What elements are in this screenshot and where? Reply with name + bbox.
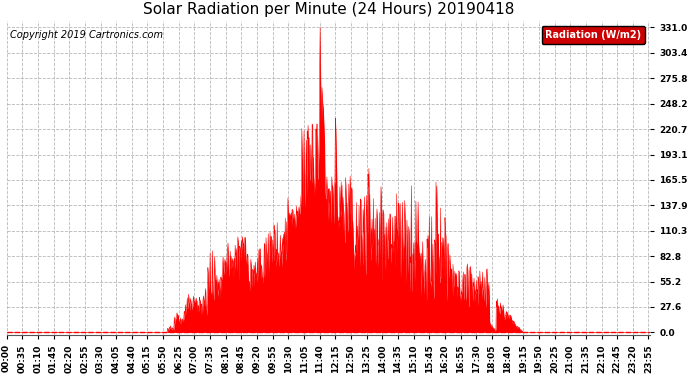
Text: Copyright 2019 Cartronics.com: Copyright 2019 Cartronics.com	[10, 30, 163, 40]
Legend: Radiation (W/m2): Radiation (W/m2)	[542, 26, 645, 44]
Title: Solar Radiation per Minute (24 Hours) 20190418: Solar Radiation per Minute (24 Hours) 20…	[143, 2, 514, 17]
